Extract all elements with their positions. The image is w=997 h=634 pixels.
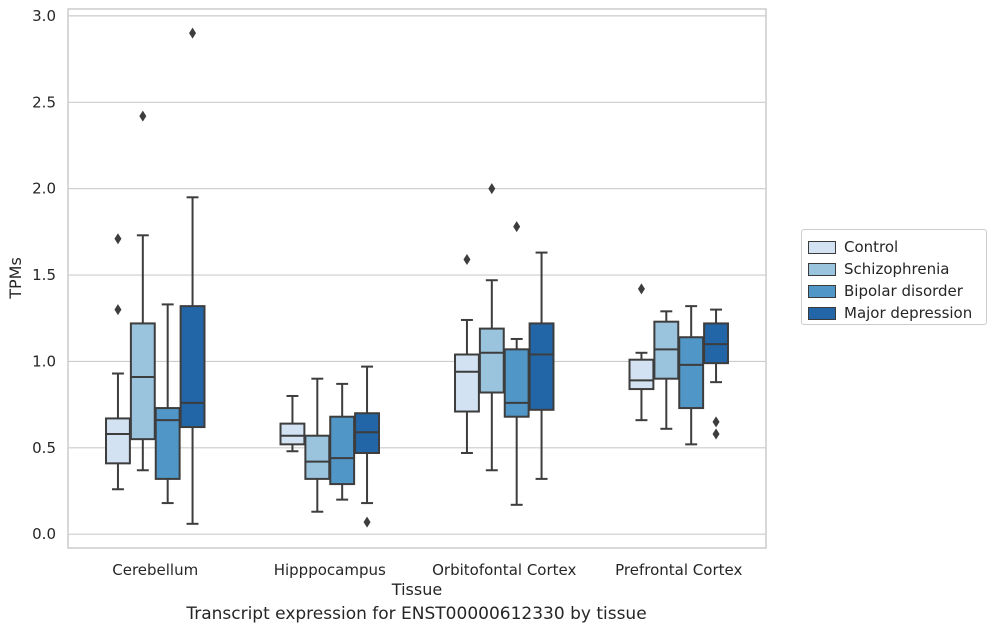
- outlier-point: [114, 233, 122, 245]
- box-group: [454, 183, 555, 506]
- y-tick-label: 2.0: [32, 180, 56, 198]
- y-tick-label: 0.5: [32, 439, 56, 457]
- outlier-point: [637, 283, 645, 295]
- x-tick-label: Cerebellum: [112, 561, 198, 579]
- box-groups: [105, 27, 729, 528]
- figure-caption: Transcript expression for ENST0000061233…: [186, 604, 647, 624]
- x-tick-label: Orbitofontal Cortex: [432, 561, 576, 579]
- box-group: [279, 365, 380, 528]
- plot-frame: [67, 8, 767, 549]
- box-group: [628, 283, 729, 446]
- y-tick-label: 3.0: [32, 7, 56, 25]
- legend-label: Control: [844, 238, 899, 256]
- outlier-point: [712, 428, 720, 440]
- outlier-point: [488, 183, 496, 195]
- legend-item: Control: [808, 237, 898, 257]
- box: [628, 358, 655, 391]
- y-tick-label: 0.0: [32, 525, 56, 543]
- outlier-point: [513, 221, 521, 233]
- x-axis-label: Tissue: [391, 580, 442, 599]
- outlier-point: [189, 27, 197, 39]
- box: [279, 422, 306, 446]
- box: [329, 415, 356, 486]
- box: [528, 322, 555, 411]
- x-tick-label: Prefrontal Cortex: [615, 561, 742, 579]
- y-tick-label: 1.0: [32, 352, 56, 370]
- box-group: [105, 27, 206, 525]
- outlier-point: [114, 304, 122, 316]
- box: [129, 322, 156, 441]
- legend-item: Bipolar disorder: [808, 281, 963, 301]
- x-tick-label: Hipppocampus: [274, 561, 386, 579]
- y-axis-ticks: 0.0 0.5 1.0 1.5 2.0 2.5 3.0: [32, 7, 56, 543]
- box: [678, 336, 705, 410]
- box: [478, 327, 505, 394]
- outlier-point: [363, 516, 371, 528]
- legend-item: Major depression: [808, 303, 972, 323]
- legend-swatch: [808, 306, 836, 320]
- outlier-point: [139, 110, 147, 122]
- box: [503, 348, 530, 418]
- x-axis-ticks: Cerebellum Hipppocampus Orbitofontal Corte…: [112, 561, 742, 579]
- box: [154, 407, 181, 480]
- y-axis-label: TPMs: [6, 257, 25, 300]
- outlier-point: [463, 253, 471, 265]
- y-tick-label: 2.5: [32, 93, 56, 111]
- legend-label: Bipolar disorder: [844, 282, 963, 300]
- outlier-point: [712, 416, 720, 428]
- y-tick-label: 1.5: [32, 266, 56, 284]
- box: [179, 305, 206, 429]
- legend-swatch: [808, 262, 836, 276]
- legend-label: Schizophrenia: [844, 260, 950, 278]
- box: [105, 417, 131, 465]
- box: [454, 353, 480, 413]
- legend-item: Schizophrenia: [808, 259, 949, 279]
- legend-label: Major depression: [844, 304, 973, 322]
- box: [304, 434, 331, 480]
- legend-swatch: [808, 240, 836, 254]
- legend-swatch: [808, 284, 836, 298]
- legend: Control Schizophrenia Bipolar disorder Majo…: [801, 229, 987, 325]
